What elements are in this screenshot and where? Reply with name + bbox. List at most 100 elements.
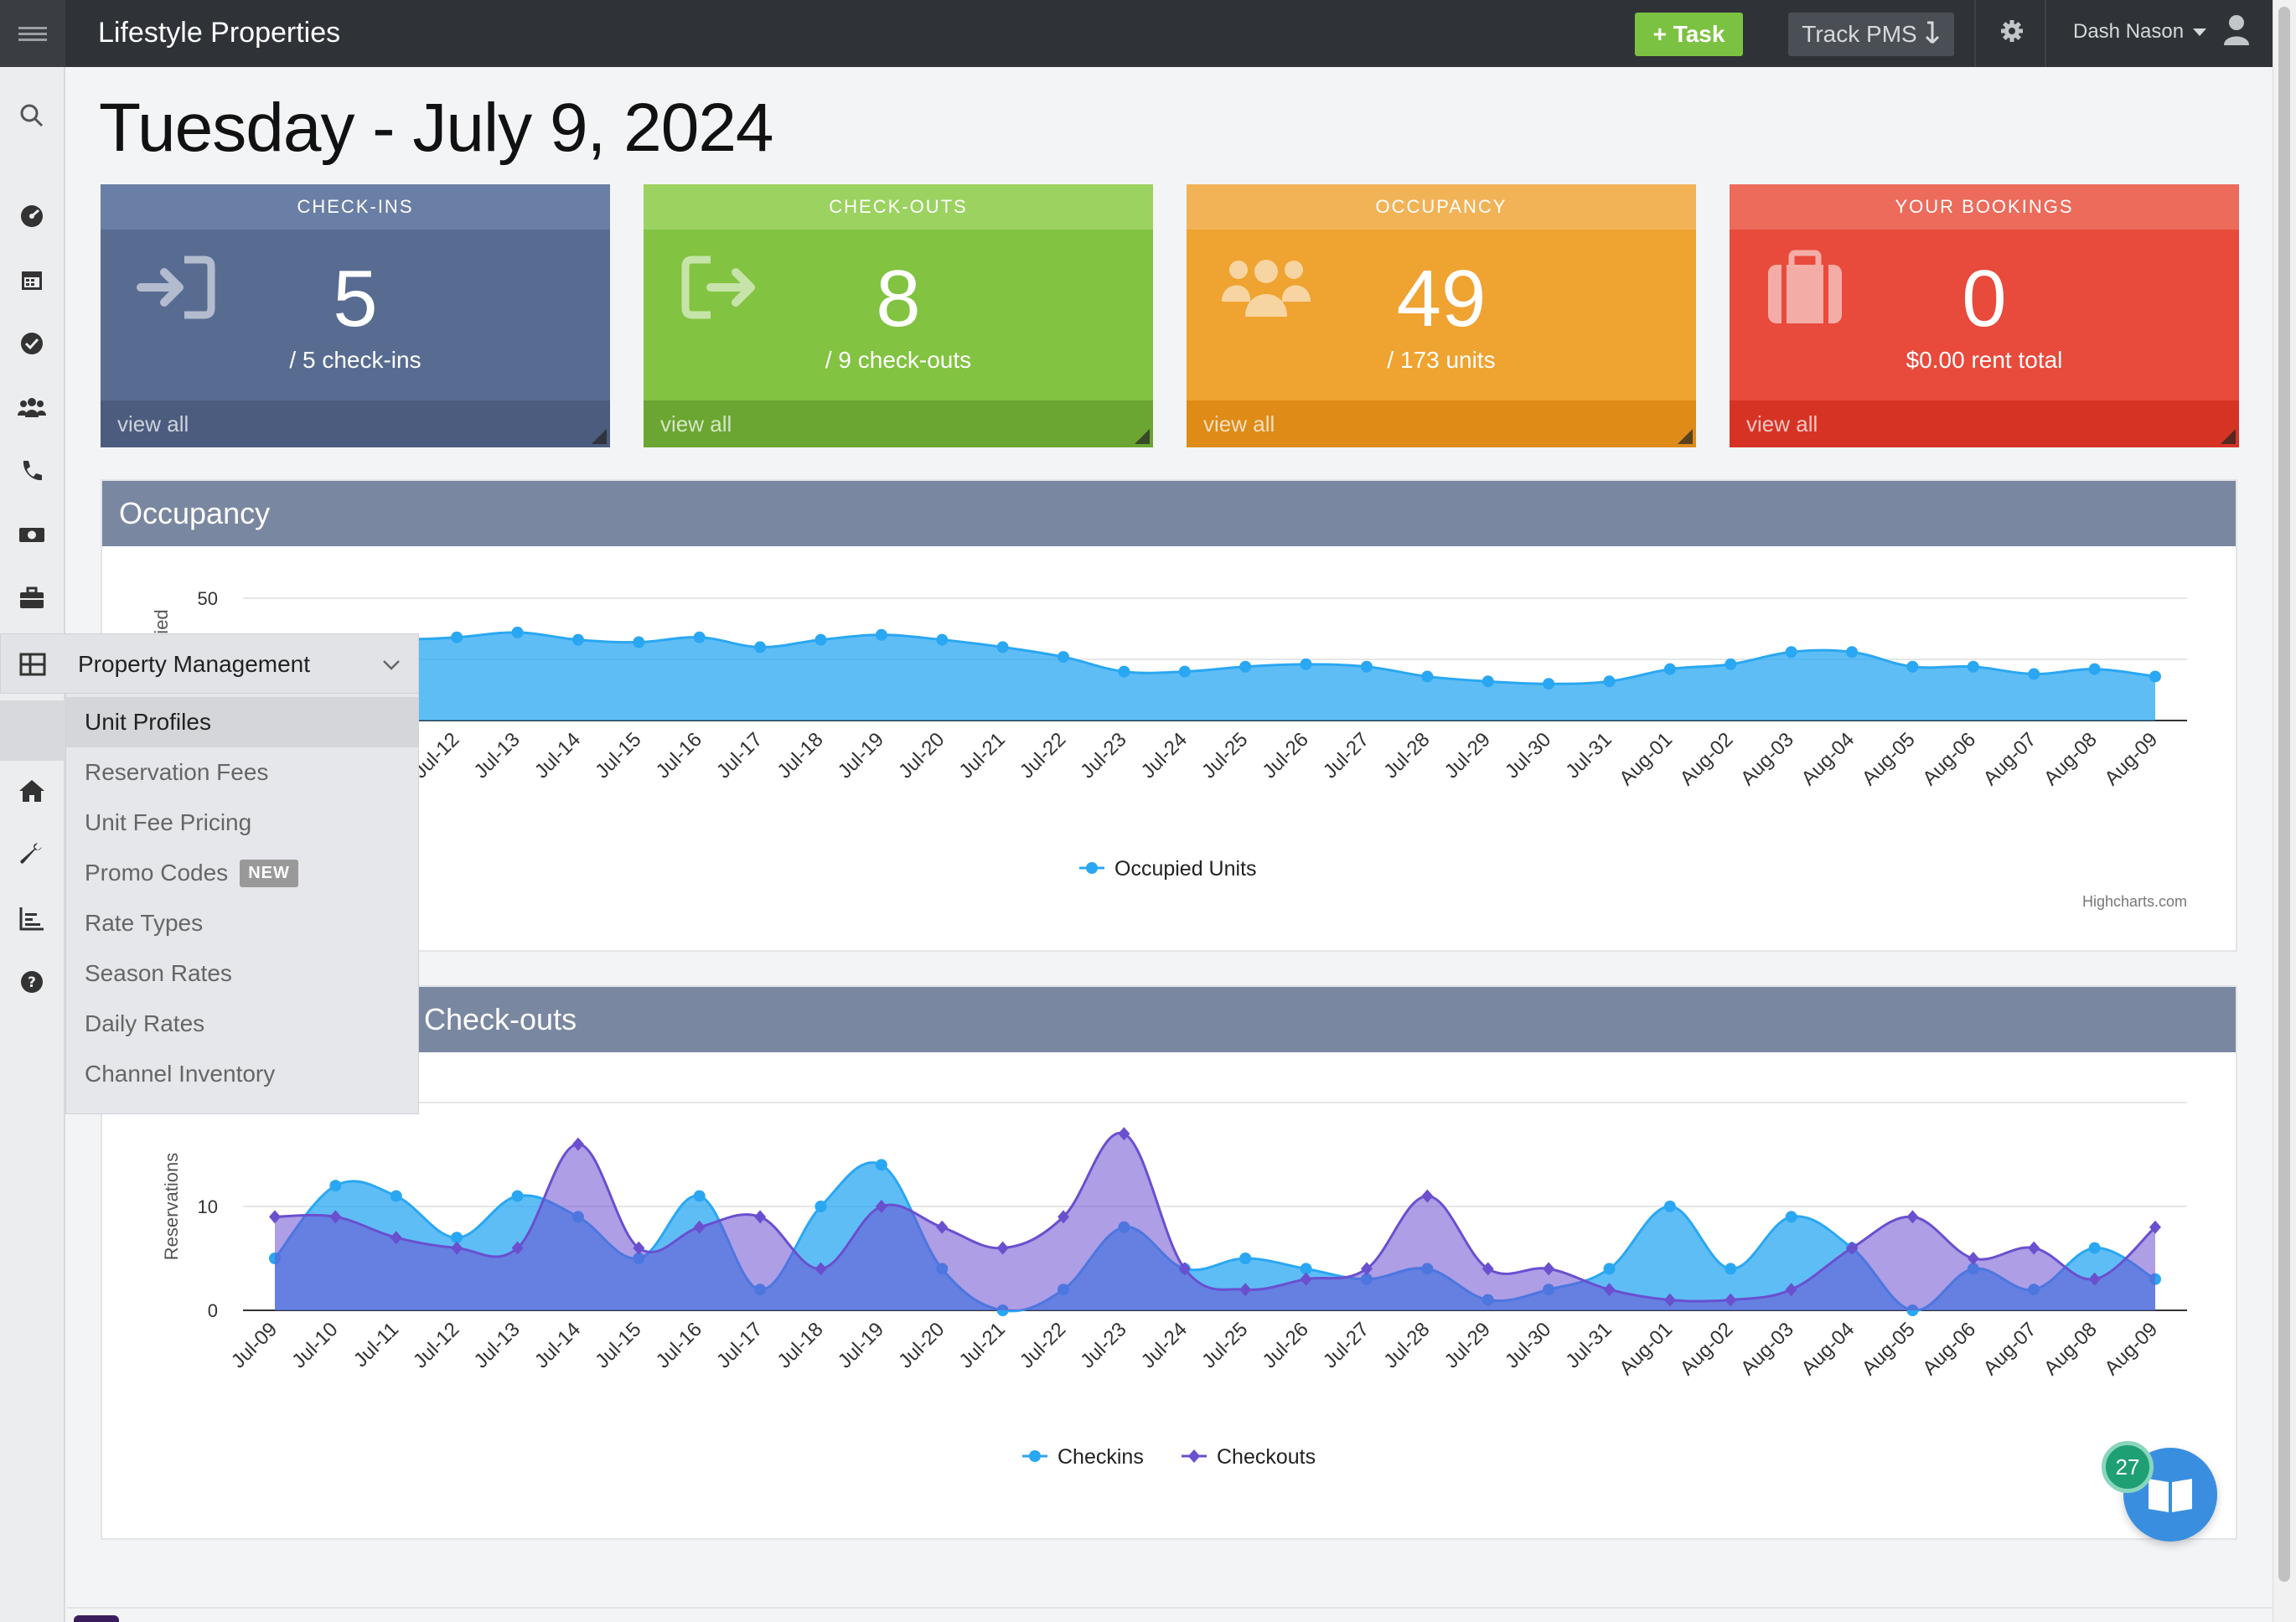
x-tick-label: Jul-29 bbox=[1440, 728, 1495, 783]
card-title: YOUR BOOKINGS bbox=[1730, 184, 2239, 230]
menu-item-promo-codes[interactable]: Promo Codes NEW bbox=[66, 848, 418, 898]
menu-item-unit-profiles[interactable]: Unit Profiles bbox=[66, 697, 418, 747]
app-title[interactable]: Lifestyle Properties bbox=[98, 17, 341, 49]
menu-item-label: Reservation Fees bbox=[85, 759, 269, 785]
page-scrollbar[interactable] bbox=[2273, 0, 2296, 1622]
data-point bbox=[451, 631, 463, 643]
track-pms-button[interactable]: Track PMS bbox=[1788, 13, 1954, 56]
help-icon[interactable]: ? bbox=[17, 967, 47, 997]
data-point bbox=[1239, 1253, 1252, 1264]
data-point bbox=[1239, 660, 1252, 673]
notification-badge[interactable]: 27 bbox=[2102, 1441, 2154, 1493]
view-all-link[interactable]: view all bbox=[1730, 400, 2239, 447]
grid-icon bbox=[19, 653, 46, 676]
user-icon[interactable] bbox=[2222, 13, 2251, 47]
card-subtitle: $0.00 rent total bbox=[1906, 347, 2063, 373]
data-point bbox=[511, 626, 524, 638]
data-point bbox=[1663, 663, 1676, 675]
data-point bbox=[269, 1210, 281, 1224]
stat-card-check-outs[interactable]: CHECK-OUTS 8 / 9 check-outs view all bbox=[644, 184, 1153, 447]
legend-marker bbox=[1086, 862, 1098, 874]
x-tick-label: Jul-21 bbox=[955, 728, 1010, 783]
wrench-icon[interactable] bbox=[17, 839, 47, 870]
phone-icon[interactable] bbox=[17, 456, 47, 486]
add-task-button[interactable]: + Task bbox=[1635, 13, 1743, 56]
data-point bbox=[1785, 1211, 1797, 1223]
data-point bbox=[1906, 660, 1919, 673]
top-navbar: Lifestyle Properties + Task Track PMS Da… bbox=[0, 0, 2273, 67]
data-point bbox=[2149, 670, 2161, 683]
menu-item-season-rates[interactable]: Season Rates bbox=[66, 948, 418, 999]
card-value: 49 bbox=[1396, 254, 1487, 344]
data-point bbox=[754, 641, 767, 653]
stat-card-check-ins[interactable]: CHECK-INS 5 / 5 check-ins view all bbox=[101, 184, 610, 447]
data-point bbox=[329, 1180, 342, 1192]
data-point bbox=[1178, 1262, 1191, 1276]
menu-item-reservation-fees[interactable]: Reservation Fees bbox=[66, 747, 418, 798]
card-subtitle: / 5 check-ins bbox=[289, 347, 421, 373]
view-all-link[interactable]: view all bbox=[644, 400, 1153, 447]
stat-card-occupancy[interactable]: OCCUPANCY 49 / 173 units view all bbox=[1187, 184, 1696, 447]
data-point bbox=[1967, 1252, 1979, 1265]
data-point bbox=[633, 636, 645, 648]
data-point bbox=[1058, 651, 1070, 664]
chevron-down-icon[interactable] bbox=[2193, 28, 2206, 36]
gear-icon[interactable] bbox=[1999, 18, 2025, 44]
x-tick-label: Jul-11 bbox=[349, 1318, 403, 1371]
x-tick-label: Jul-14 bbox=[530, 728, 585, 783]
check-circle-icon[interactable] bbox=[17, 328, 47, 359]
x-tick-label: Aug-06 bbox=[1918, 728, 1980, 790]
user-menu[interactable]: Dash Nason bbox=[2073, 20, 2185, 43]
data-point bbox=[1725, 1293, 1737, 1307]
panel-title: Check-outs bbox=[102, 987, 2236, 1052]
series-area-checkouts bbox=[275, 1133, 2155, 1310]
view-all-link[interactable]: view all bbox=[101, 400, 610, 447]
data-point bbox=[693, 631, 706, 643]
hamburger-icon[interactable] bbox=[0, 0, 65, 67]
x-tick-label: Aug-08 bbox=[2040, 1318, 2102, 1380]
legend-label[interactable]: Occupied Units bbox=[1114, 857, 1257, 881]
data-point bbox=[875, 1200, 887, 1213]
menu-item-label: Rate Types bbox=[85, 910, 204, 936]
search-icon[interactable] bbox=[17, 101, 47, 131]
x-tick-label: Aug-06 bbox=[1918, 1318, 1980, 1380]
menu-item-rate-types[interactable]: Rate Types bbox=[66, 898, 418, 948]
data-point bbox=[2028, 668, 2040, 680]
home-icon[interactable] bbox=[17, 776, 47, 806]
view-all-link[interactable]: view all bbox=[1187, 400, 1696, 447]
data-point bbox=[511, 1190, 524, 1202]
menu-item-unit-fee-pricing[interactable]: Unit Fee Pricing bbox=[66, 798, 418, 848]
money-icon[interactable] bbox=[17, 519, 47, 550]
help-chat-button[interactable] bbox=[2123, 1448, 2217, 1542]
data-point bbox=[1482, 675, 1494, 688]
x-tick-label: Jul-15 bbox=[591, 1318, 645, 1372]
property-management-toggle[interactable]: Property Management bbox=[0, 633, 419, 694]
x-tick-label: Jul-17 bbox=[712, 1318, 767, 1372]
x-tick-label: Jul-27 bbox=[1319, 728, 1373, 783]
legend-label[interactable]: Checkins bbox=[1058, 1445, 1144, 1469]
series-area-checkins bbox=[275, 1162, 2155, 1311]
legend-label[interactable]: Checkouts bbox=[1217, 1445, 1316, 1469]
stat-card-your-bookings[interactable]: YOUR BOOKINGS 0 $0.00 rent total view all bbox=[1730, 184, 2239, 447]
x-tick-label: Jul-15 bbox=[591, 728, 645, 783]
footer-widget[interactable] bbox=[74, 1615, 119, 1622]
card-value: 5 bbox=[333, 254, 378, 344]
x-tick-label: Aug-08 bbox=[2040, 728, 2102, 790]
chart-icon[interactable] bbox=[17, 903, 47, 933]
corner-fold-icon bbox=[1678, 429, 1693, 444]
data-point bbox=[2088, 663, 2101, 675]
scrollbar-thumb[interactable] bbox=[2278, 7, 2290, 1582]
chart-credit: Highcharts.com bbox=[2082, 893, 2187, 910]
x-tick-label: Jul-27 bbox=[1319, 1318, 1373, 1372]
briefcase-icon[interactable] bbox=[17, 583, 47, 613]
x-tick-label: Jul-23 bbox=[1076, 728, 1130, 783]
x-tick-label: Jul-19 bbox=[834, 1318, 888, 1372]
data-point bbox=[1543, 1262, 1555, 1276]
menu-item-daily-rates[interactable]: Daily Rates bbox=[66, 999, 418, 1049]
calendar-icon[interactable] bbox=[17, 265, 47, 295]
data-point bbox=[1967, 660, 1979, 673]
menu-item-channel-inventory[interactable]: Channel Inventory bbox=[66, 1049, 418, 1099]
users-icon[interactable] bbox=[17, 392, 47, 422]
dashboard-icon[interactable] bbox=[17, 201, 47, 231]
y-axis-label: Reservations bbox=[161, 1153, 182, 1260]
